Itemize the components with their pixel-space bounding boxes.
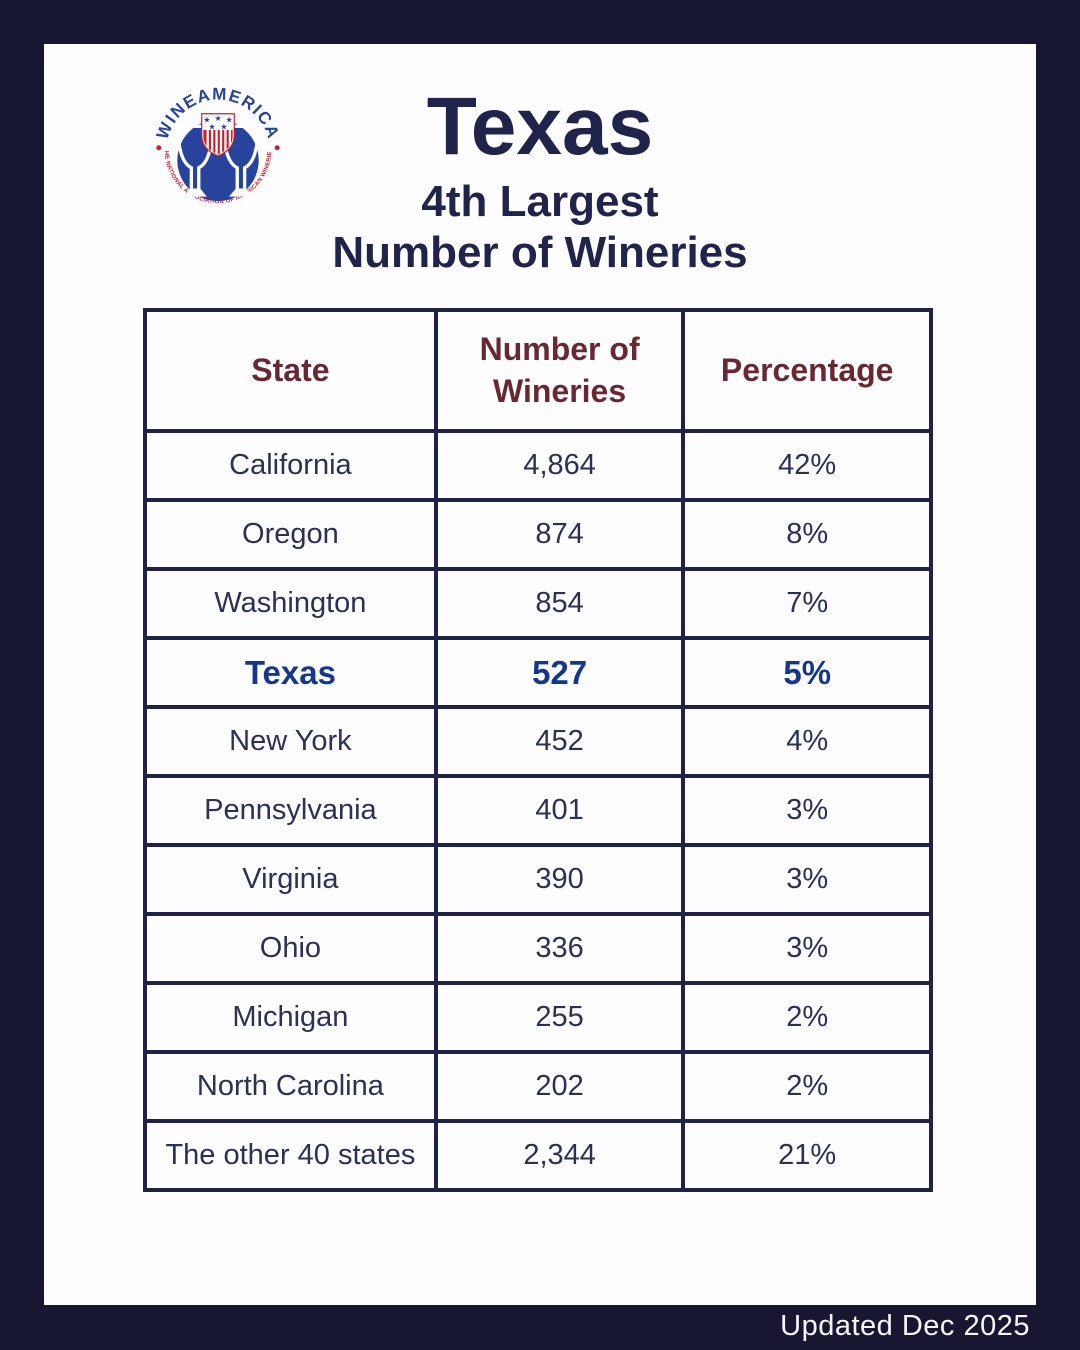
- column-header-state: State: [143, 308, 438, 433]
- state-cell: Ohio: [143, 912, 438, 985]
- svg-text:★: ★: [225, 115, 232, 125]
- shield-stars-icon: ★ ★ ★ ★ ★: [203, 113, 232, 131]
- state-cell: The other 40 states: [143, 1119, 438, 1192]
- state-cell: Oregon: [143, 498, 438, 571]
- table-row: Washington 854 7%: [143, 567, 933, 640]
- table-row: Ohio 336 3%: [143, 912, 933, 985]
- state-cell: California: [143, 429, 438, 502]
- percentage-cell: 2%: [681, 1050, 933, 1123]
- wineries-count-cell: 202: [433, 1050, 686, 1123]
- column-header-number-of-wineries: Number of Wineries: [433, 308, 686, 433]
- table-row: New York 452 4%: [143, 705, 933, 778]
- wineries-count-cell: 255: [433, 981, 686, 1054]
- wineries-count-cell: 336: [433, 912, 686, 985]
- page-title: Texas: [426, 81, 654, 172]
- state-cell: Texas: [143, 636, 438, 709]
- percentage-cell: 21%: [681, 1119, 933, 1192]
- svg-text:★: ★: [220, 121, 227, 131]
- shield-icon: ★ ★ ★ ★ ★: [201, 113, 235, 157]
- footer-updated-text: Updated Dec 2025: [780, 1310, 1030, 1342]
- wineries-count-cell: 854: [433, 567, 686, 640]
- wine-glass-feet: [183, 188, 253, 197]
- table-row-highlight: Texas 527 5%: [143, 636, 933, 709]
- percentage-cell: 5%: [681, 636, 933, 709]
- table-row: Virginia 390 3%: [143, 843, 933, 916]
- wineries-table-container: State Number of Wineries Percentage Cali…: [143, 308, 933, 1192]
- wineries-count-cell: 452: [433, 705, 686, 778]
- wineries-count-cell: 527: [433, 636, 686, 709]
- wineries-count-cell: 4,864: [433, 429, 686, 502]
- table-row: The other 40 states 2,344 21%: [143, 1119, 933, 1192]
- percentage-cell: 3%: [681, 912, 933, 985]
- table-row: Pennsylvania 401 3%: [143, 774, 933, 847]
- percentage-cell: 3%: [681, 774, 933, 847]
- header-block: Texas 4th Largest Number of Wineries: [44, 86, 1036, 278]
- content-card: WINEAMERICA THE NATIONAL ASSOCIATION OF …: [44, 44, 1036, 1305]
- wineries-table-body: California 4,864 42% Oregon 874 8% Washington 8…: [143, 429, 933, 1192]
- state-cell: Pennsylvania: [143, 774, 438, 847]
- state-cell: New York: [143, 705, 438, 778]
- svg-text:★: ★: [208, 121, 215, 131]
- wineries-count-cell: 390: [433, 843, 686, 916]
- subtitle-line-1: 4th Largest: [421, 177, 659, 226]
- table-header-row: State Number of Wineries Percentage: [143, 308, 933, 433]
- subtitle-line-2: Number of Wineries: [332, 228, 748, 278]
- percentage-cell: 42%: [681, 429, 933, 502]
- table-row: Oregon 874 8%: [143, 498, 933, 571]
- logo-right-dot: [274, 145, 280, 151]
- state-cell: North Carolina: [143, 1050, 438, 1123]
- table-row: California 4,864 42%: [143, 429, 933, 502]
- state-cell: Washington: [143, 567, 438, 640]
- logo-left-dot: [156, 145, 162, 151]
- state-cell: Virginia: [143, 843, 438, 916]
- table-row: Michigan 255 2%: [143, 981, 933, 1054]
- svg-text:★: ★: [203, 115, 210, 125]
- percentage-cell: 3%: [681, 843, 933, 916]
- percentage-cell: 4%: [681, 705, 933, 778]
- percentage-cell: 2%: [681, 981, 933, 1054]
- table-row: North Carolina 202 2%: [143, 1050, 933, 1123]
- percentage-cell: 7%: [681, 567, 933, 640]
- percentage-cell: 8%: [681, 498, 933, 571]
- wineamerica-logo: WINEAMERICA THE NATIONAL ASSOCIATION OF …: [144, 74, 282, 205]
- wineries-count-cell: 401: [433, 774, 686, 847]
- svg-text:★: ★: [214, 113, 221, 123]
- wineries-table: State Number of Wineries Percentage Cali…: [143, 308, 933, 1192]
- wineries-count-cell: 2,344: [433, 1119, 686, 1192]
- wineries-count-cell: 874: [433, 498, 686, 571]
- state-cell: Michigan: [143, 981, 438, 1054]
- column-header-percentage: Percentage: [681, 308, 933, 433]
